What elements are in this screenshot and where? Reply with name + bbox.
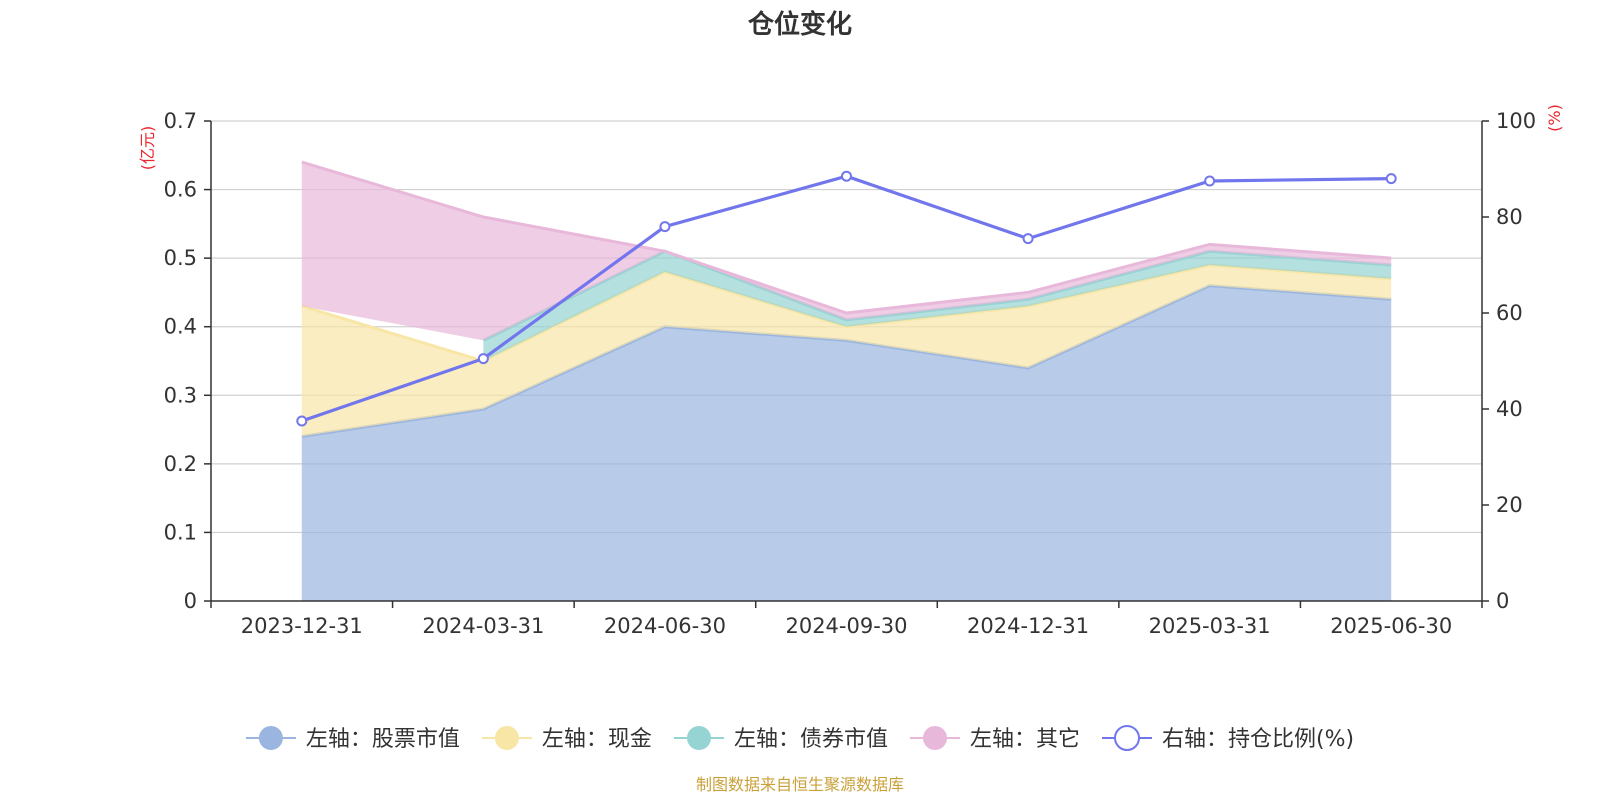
right-tick-label: 60 — [1496, 301, 1523, 325]
ratio-point — [659, 221, 671, 233]
ratio-point — [477, 353, 489, 365]
right-tick-label: 100 — [1496, 109, 1536, 133]
legend-label: 左轴：债券市值 — [734, 727, 888, 752]
legend-label: 左轴：股票市值 — [306, 727, 460, 752]
legend-label: 右轴：持仓比例(%) — [1162, 727, 1354, 752]
area-series-3 — [483, 251, 1392, 361]
x-tick-label: 2024-06-30 — [604, 614, 726, 638]
ratio-line — [296, 170, 1397, 427]
legend-item-1: 左轴：股票市值 — [245, 726, 460, 752]
legend-label: 左轴：其它 — [970, 727, 1080, 752]
right-tick-label: 0 — [1496, 589, 1509, 613]
area-edge-series-4 — [301, 160, 1392, 315]
chart-title: 仓位变化 — [747, 9, 852, 40]
legend-item-2: 左轴：现金 — [481, 726, 652, 752]
right-tick-label: 40 — [1496, 397, 1523, 421]
right-axis-unit: (%) — [1545, 104, 1564, 132]
x-tick-label: 2024-12-31 — [967, 614, 1089, 638]
legend-marker — [494, 726, 519, 750]
ratio-point — [1204, 175, 1216, 187]
source-note: 制图数据来自恒生聚源数据库 — [696, 775, 904, 794]
axes: 2023-12-31 2024-03-31 2024-06-30 2024-09-30… — [164, 109, 1537, 638]
left-tick-label: 0.3 — [164, 383, 197, 407]
x-tick-label: 2023-12-31 — [241, 614, 363, 638]
area-series-4 — [301, 162, 1392, 341]
ratio-point — [1022, 233, 1034, 245]
stacked-areas — [301, 160, 1392, 601]
legend-item-4: 左轴：其它 — [910, 726, 1080, 752]
ratio-point — [296, 415, 308, 427]
left-tick-label: 0.6 — [164, 178, 197, 202]
right-tick-label: 80 — [1496, 205, 1523, 229]
legend-item-3: 左轴：债券市值 — [674, 726, 888, 752]
right-tick-label: 20 — [1496, 493, 1523, 517]
left-tick-label: 0.5 — [164, 246, 197, 270]
legend-marker — [687, 726, 711, 750]
left-tick-label: 0.1 — [164, 520, 197, 544]
legend-marker — [923, 726, 947, 750]
legend-marker — [1114, 725, 1140, 751]
left-tick-label: 0.7 — [164, 109, 197, 133]
ratio-point — [841, 170, 852, 182]
x-tick-label: 2025-06-30 — [1330, 614, 1452, 638]
legend-label: 左轴：现金 — [542, 727, 652, 752]
x-tick-label: 2024-09-30 — [785, 614, 907, 638]
area-series-1 — [301, 285, 1392, 601]
left-tick-label: 0.2 — [164, 452, 197, 476]
area-series-2 — [301, 265, 1392, 437]
legend-item-5: 右轴：持仓比例(%) — [1102, 725, 1354, 752]
x-tick-label: 2024-03-31 — [422, 614, 544, 638]
left-tick-label: 0 — [184, 589, 197, 613]
left-tick-label: 0.4 — [164, 315, 197, 339]
ratio-point — [1385, 173, 1397, 185]
legend: 左轴：股票市值 左轴：现金 左轴：债券市值 左轴：其它 右轴：持仓比例(%) — [245, 725, 1354, 752]
legend-marker — [258, 726, 283, 750]
left-axis-unit: (亿元) — [138, 126, 157, 171]
x-tick-label: 2025-03-31 — [1149, 614, 1271, 638]
